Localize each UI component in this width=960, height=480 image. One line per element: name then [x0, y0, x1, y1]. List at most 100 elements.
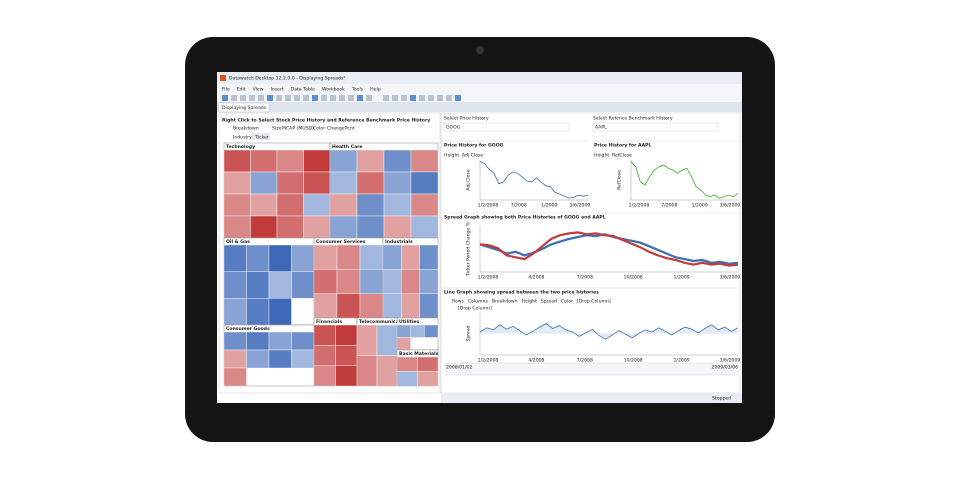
treemap-tile[interactable]	[313, 244, 338, 270]
treemap-tile[interactable]	[382, 244, 402, 270]
treemap-tile[interactable]	[223, 298, 247, 326]
treemap-tile[interactable]	[396, 324, 411, 338]
treemap-tile[interactable]	[401, 244, 420, 270]
treemap-tile[interactable]	[336, 293, 361, 319]
treemap-tile[interactable]	[268, 331, 292, 351]
treemap-tile[interactable]	[383, 193, 412, 217]
control[interactable]: [Drop Column]	[577, 299, 611, 305]
treemap-tile[interactable]	[246, 271, 270, 299]
treemap-tile[interactable]	[410, 324, 425, 338]
treemap-tile[interactable]	[313, 365, 336, 387]
toolbar-button[interactable]	[392, 95, 398, 101]
treemap-tile[interactable]	[313, 293, 338, 319]
toolbar-button[interactable]	[339, 95, 345, 101]
treemap-tile[interactable]	[335, 345, 358, 366]
breakdown-item[interactable]: Ticker	[254, 135, 269, 141]
treemap-tile[interactable]	[246, 244, 270, 272]
dropdown-value[interactable]: GOOG	[446, 125, 461, 131]
control[interactable]: Color	[561, 299, 573, 305]
treemap-tile[interactable]	[246, 298, 270, 326]
treemap-tile[interactable]	[329, 215, 358, 239]
treemap-tile[interactable]	[276, 215, 304, 239]
toolbar-button[interactable]	[258, 95, 264, 101]
control[interactable]: Breakdown	[492, 299, 518, 305]
treemap-tile[interactable]	[424, 324, 439, 338]
dropdown[interactable]	[592, 122, 719, 132]
treemap-tile[interactable]	[356, 355, 378, 387]
treemap-tile[interactable]	[250, 193, 278, 217]
treemap-tile[interactable]	[250, 171, 278, 195]
overview[interactable]	[445, 362, 739, 376]
treemap-tile[interactable]	[410, 171, 439, 195]
toolbar-button[interactable]	[428, 95, 434, 101]
treemap-tile[interactable]	[376, 355, 398, 387]
treemap-tile[interactable]	[419, 269, 439, 294]
treemap-tile[interactable]	[223, 149, 251, 173]
treemap-tile[interactable]	[223, 193, 251, 217]
treemap-tile[interactable]	[268, 298, 292, 326]
dropdown[interactable]	[443, 122, 570, 132]
toolbar-button[interactable]	[437, 95, 443, 101]
treemap-tile[interactable]	[303, 215, 331, 239]
toolbar-button[interactable]	[410, 95, 416, 101]
size-value[interactable]: MCAP (MUSD)	[282, 126, 314, 132]
treemap-tile[interactable]	[223, 331, 247, 351]
toolbar-button[interactable]	[222, 95, 228, 101]
treemap-tile[interactable]	[401, 269, 420, 294]
toolbar-button[interactable]	[419, 95, 425, 101]
toolbar-button[interactable]	[231, 95, 237, 101]
treemap-tile[interactable]	[336, 269, 361, 294]
treemap-tile[interactable]	[303, 193, 331, 217]
tab-label[interactable]: Displaying Spreads	[222, 105, 267, 111]
treemap-tile[interactable]	[383, 215, 412, 239]
toolbar-button[interactable]	[276, 95, 282, 101]
treemap-tile[interactable]	[223, 244, 247, 272]
toolbar-button[interactable]	[455, 95, 461, 101]
toolbar-button[interactable]	[330, 95, 336, 101]
treemap-tile[interactable]	[356, 171, 385, 195]
treemap-tile[interactable]	[291, 331, 315, 351]
treemap-tile[interactable]	[276, 171, 304, 195]
treemap-tile[interactable]	[291, 349, 315, 369]
treemap-tile[interactable]	[291, 271, 315, 299]
control[interactable]: Height	[522, 299, 537, 305]
treemap-tile[interactable]	[223, 367, 247, 387]
toolbar-button[interactable]	[357, 95, 363, 101]
tab[interactable]	[218, 102, 270, 113]
toolbar-button[interactable]	[240, 95, 246, 101]
treemap-tile[interactable]	[223, 215, 251, 239]
toolbar-button[interactable]	[321, 95, 327, 101]
color-value[interactable]: ChangePcnt	[327, 126, 355, 132]
control[interactable]: Spread	[541, 299, 557, 305]
toolbar-button[interactable]	[383, 95, 389, 101]
treemap-tile[interactable]	[359, 244, 384, 270]
treemap-tile[interactable]	[329, 193, 358, 217]
breakdown-item[interactable]: Industry	[233, 135, 252, 141]
treemap-tile[interactable]	[268, 349, 292, 369]
treemap-tile[interactable]	[246, 349, 270, 369]
treemap-tile[interactable]	[417, 356, 439, 372]
treemap-tile[interactable]	[359, 293, 384, 319]
treemap-tile[interactable]	[250, 215, 278, 239]
treemap-tile[interactable]	[335, 365, 358, 387]
treemap-tile[interactable]	[419, 293, 439, 319]
treemap-tile[interactable]	[419, 244, 439, 270]
treemap-tile[interactable]	[335, 324, 358, 346]
treemap-tile[interactable]	[223, 349, 247, 369]
toolbar-button[interactable]	[249, 95, 255, 101]
treemap-tile[interactable]	[223, 171, 251, 195]
treemap-tile[interactable]	[276, 193, 304, 217]
treemap-tile[interactable]	[396, 337, 411, 351]
treemap-tile[interactable]	[223, 271, 247, 299]
treemap-tile[interactable]	[382, 269, 402, 294]
toolbar-button[interactable]	[303, 95, 309, 101]
toolbar-button[interactable]	[366, 95, 372, 101]
toolbar-button[interactable]	[401, 95, 407, 101]
treemap-tile[interactable]	[401, 293, 420, 319]
treemap-tile[interactable]	[303, 149, 331, 173]
toolbar-button[interactable]	[285, 95, 291, 101]
menu-item[interactable]: Help	[370, 87, 381, 93]
treemap-tile[interactable]	[356, 149, 385, 173]
menu-item[interactable]: View	[253, 87, 264, 93]
treemap-tile[interactable]	[268, 271, 292, 299]
